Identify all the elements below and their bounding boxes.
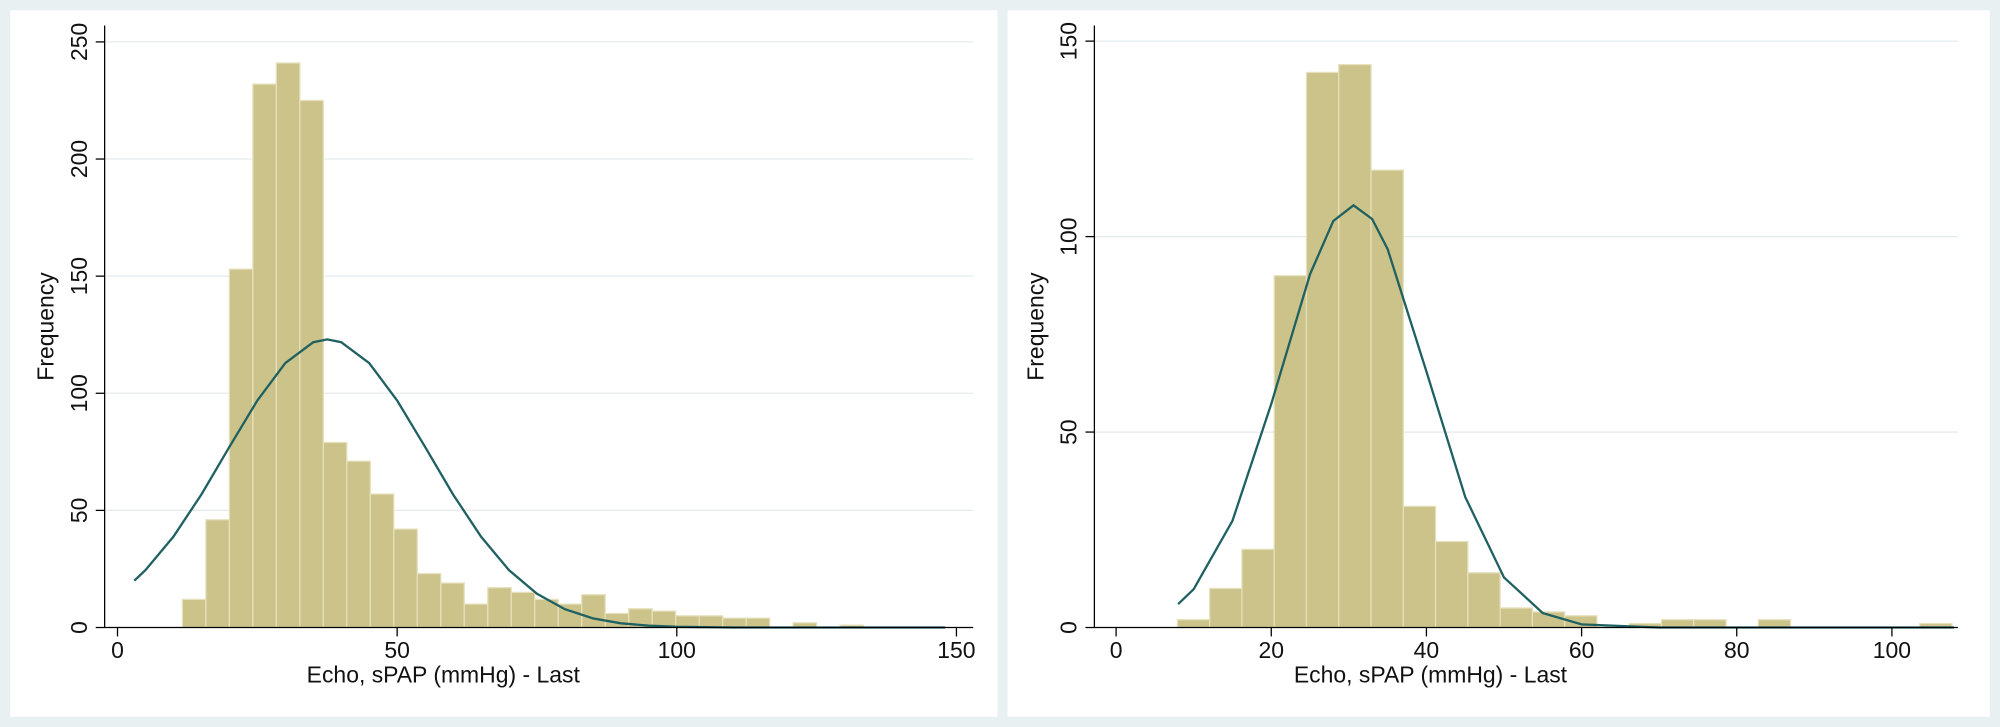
histogram-bar xyxy=(487,587,512,629)
histogram-bar xyxy=(181,598,207,629)
x-tick-label: 80 xyxy=(1724,637,1750,663)
histogram-bar xyxy=(1693,619,1727,629)
histogram-bar xyxy=(228,268,254,629)
y-axis-label: Frequency xyxy=(33,272,59,381)
histogram-bar xyxy=(346,460,371,629)
histogram-bar xyxy=(299,99,324,629)
histogram-bar xyxy=(1273,275,1308,629)
histogram-bar xyxy=(722,617,747,629)
histogram-bar xyxy=(369,493,395,629)
histogram-bar xyxy=(1402,505,1437,629)
y-tick-label: 0 xyxy=(66,621,92,634)
histogram-bar xyxy=(393,528,418,629)
x-tick-label: 100 xyxy=(658,637,696,663)
histogram-bar xyxy=(510,591,536,629)
y-axis-label: Frequency xyxy=(1022,272,1048,381)
histogram-bar xyxy=(1467,572,1501,629)
x-tick-label: 20 xyxy=(1259,637,1285,663)
histogram-bar xyxy=(1499,607,1534,629)
histogram-bar xyxy=(1338,63,1372,629)
y-tick-label: 150 xyxy=(66,257,92,295)
histogram-bar xyxy=(322,441,348,629)
histogram-bar xyxy=(1305,71,1340,629)
y-tick-label: 200 xyxy=(66,140,92,178)
histogram-bar xyxy=(1757,619,1792,629)
histogram-bar xyxy=(463,603,489,629)
x-tick-label: 0 xyxy=(111,637,124,663)
y-tick-label: 100 xyxy=(1056,217,1082,255)
histogram-bar xyxy=(275,62,301,629)
x-tick-label: 150 xyxy=(937,637,975,663)
x-axis-label: Echo, sPAP (mmHg) - Last xyxy=(1294,661,1568,687)
histogram-bar xyxy=(698,615,724,629)
x-tick-label: 50 xyxy=(384,637,410,663)
x-tick-label: 100 xyxy=(1873,637,1911,663)
y-tick-label: 50 xyxy=(1056,419,1082,445)
x-axis-label: Echo, sPAP (mmHg) - Last xyxy=(307,661,581,687)
histogram-bar xyxy=(205,519,231,629)
histogram-bar xyxy=(252,83,277,629)
y-tick-label: 250 xyxy=(66,23,92,61)
histogram-bar xyxy=(1434,540,1469,629)
y-tick-label: 0 xyxy=(1056,621,1082,634)
histogram-bar xyxy=(1241,548,1275,629)
x-tick-label: 0 xyxy=(1110,637,1123,663)
histogram-bar xyxy=(416,573,442,629)
y-tick-label: 50 xyxy=(66,498,92,524)
normal-curve xyxy=(133,338,946,629)
y-tick-label: 100 xyxy=(66,374,92,412)
normal-curve xyxy=(1177,203,1954,629)
histogram-bar xyxy=(1370,169,1404,629)
x-tick-label: 60 xyxy=(1569,637,1595,663)
histogram-bar xyxy=(440,582,465,629)
histogram-bar xyxy=(1209,587,1243,629)
histogram-bar xyxy=(1176,619,1211,629)
x-tick-label: 40 xyxy=(1414,637,1440,663)
y-tick-label: 150 xyxy=(1056,22,1082,60)
histogram-bar xyxy=(581,594,606,629)
histogram-bar xyxy=(745,617,771,629)
histogram-bar xyxy=(1660,619,1695,629)
